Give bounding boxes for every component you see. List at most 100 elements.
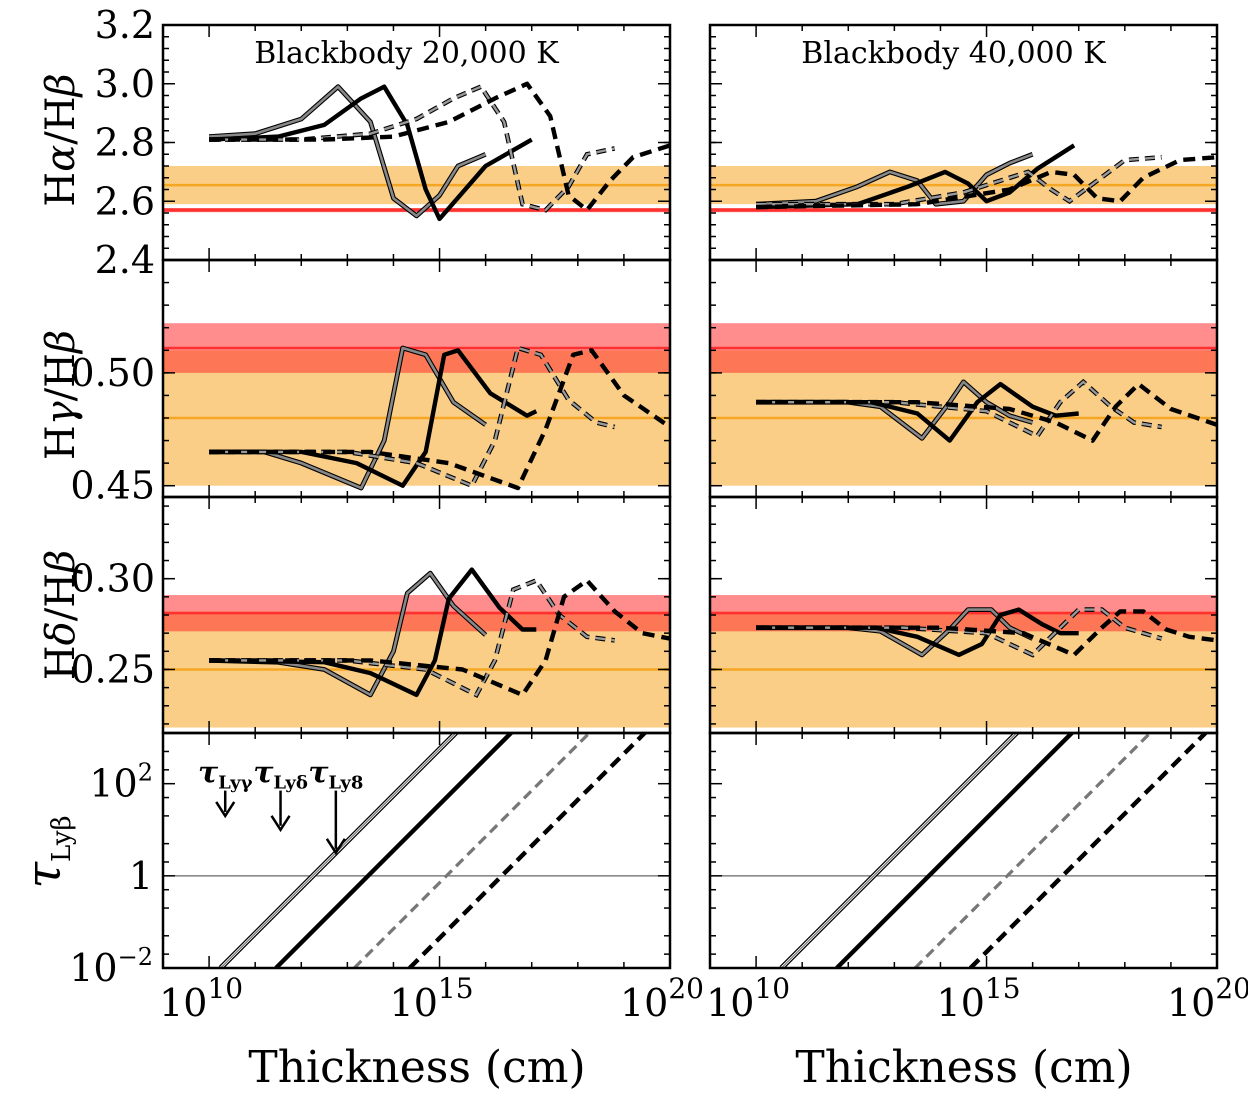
series-2 [756,608,1163,657]
series-3 [756,381,1217,443]
xlabel-right: Thickness (cm) [795,1042,1132,1093]
series-1 [209,84,533,222]
tau-line-3 [968,733,1209,968]
ylabel-tau: τLyβ [16,815,77,888]
series-3 [209,81,670,213]
xtick-label-exp: 15 [985,972,1021,1005]
xtick-label-base: 10 [1167,981,1215,1025]
panel-title: Blackbody 20,000 K [254,36,559,71]
panel-ha-0: 2.4 2.6 2.8 3.0 3.2 Blackbody 20,000 K [95,3,672,282]
xtick-label: 1010 [706,972,790,1025]
ytick-label: 0.25 [70,647,155,691]
arrow-label-sub: Ly8 [328,773,363,794]
series-2 [756,380,1162,438]
panel-content [710,595,1217,728]
xtick-label-exp: 15 [438,972,474,1005]
plot-area: 2.4 2.6 2.8 3.0 3.2 Blackbody 20,000 K Blackbo… [69,3,1248,1025]
series-0 [209,571,487,697]
arrow-head-1 [270,815,291,833]
xtick-label-exp: 20 [1215,972,1248,1005]
panel-frame [161,731,672,970]
panel-tau-1: 1010 1015 1020 [706,731,1248,1025]
arrow-head-0 [215,801,236,819]
tau-line-2 [353,733,592,968]
xtick-label: 1020 [1167,972,1248,1025]
tau-line-0 [781,733,1018,968]
ytick-label: 3.0 [95,62,155,106]
tau-line-1 [835,733,1075,968]
panel-content [163,81,670,222]
ylabel-hdelta: Hδ/Hβ [38,550,84,680]
xtick-label-exp: 10 [754,972,790,1005]
series-1 [209,567,537,698]
arrow-label-sub: Lyγ [218,773,252,794]
ytick-label: 2.4 [95,238,155,282]
xtick-label-exp: 20 [668,972,704,1005]
panel-content [710,143,1217,213]
arrow-label-2: τLy8 [308,756,363,794]
ytick-label-exp: 2 [138,759,153,787]
panel-content [163,567,670,728]
ytick-label: 2.6 [95,179,155,223]
ytick-label: 0.50 [70,351,155,395]
series-2 [756,156,1162,206]
arrow-head-2 [325,838,346,856]
ytick-label-base: 1 [129,854,153,898]
series-1 [756,143,1076,210]
tau-line-3 [408,733,648,968]
panel-title: Blackbody 40,000 K [801,36,1106,71]
row-y-labels: Hα/Hβ Hγ/Hβ Hδ/Hβ τLyβ [16,73,84,888]
ytick-label-exp: −2 [118,943,153,971]
ytick-label-base: 10 [69,946,117,990]
xtick-label-base: 10 [706,981,754,1025]
xtick-label-base: 10 [159,981,207,1025]
panel-hg-0: 0.45 0.50 [70,258,672,508]
panel-content [710,323,1217,486]
series-3 [209,348,670,491]
xtick-label-base: 10 [390,981,438,1025]
xtick-label: 1020 [620,972,704,1025]
arrow-label-main: τ [253,756,274,791]
xtick-label-base: 10 [937,981,985,1025]
ytick-label: 10−2 [69,943,153,990]
xlabel-left: Thickness (cm) [248,1042,585,1093]
arrow-label-sub: Lyδ [273,773,307,794]
series-3 [209,578,670,698]
panel-hd-0: 0.25 0.30 [70,495,672,735]
panel-hd-1 [708,495,1219,735]
ylabel-halpha: Hα/Hβ [38,73,84,206]
panel-hg-1 [708,258,1219,499]
panel-content [163,733,670,968]
ytick-label: 0.45 [70,464,155,508]
panel-frame [708,731,1219,970]
series-1 [209,348,538,488]
series-0 [209,85,487,218]
panel-content [163,323,670,491]
tau-line-1 [274,733,515,968]
arrow-label-0: τLyγ [198,756,253,794]
panel-ha-1: Blackbody 40,000 K [708,23,1219,262]
series-1 [756,381,1079,443]
ytick-label: 0.30 [70,557,155,601]
xtick-label: 1015 [937,972,1021,1025]
series-2 [209,85,615,212]
ytick-label-base: 10 [89,762,137,806]
arrow-label-main: τ [198,756,219,791]
xtick-label: 1010 [159,972,243,1025]
arrow-label-1: τLyδ [253,756,308,794]
ylabel-hgamma: Hγ/Hβ [38,330,84,460]
xtick-label: 1015 [390,972,474,1025]
series-2 [209,579,615,697]
panel-content [710,733,1217,968]
ytick-label: 102 [89,759,153,806]
xtick-label-exp: 10 [207,972,243,1005]
ytick-label: 1 [129,854,153,898]
tau-line-2 [913,733,1153,968]
arrow-label-main: τ [308,756,329,791]
ytick-label: 2.8 [95,121,155,165]
series-0 [756,153,1034,206]
xtick-label-base: 10 [620,981,668,1025]
series-0 [209,346,487,490]
